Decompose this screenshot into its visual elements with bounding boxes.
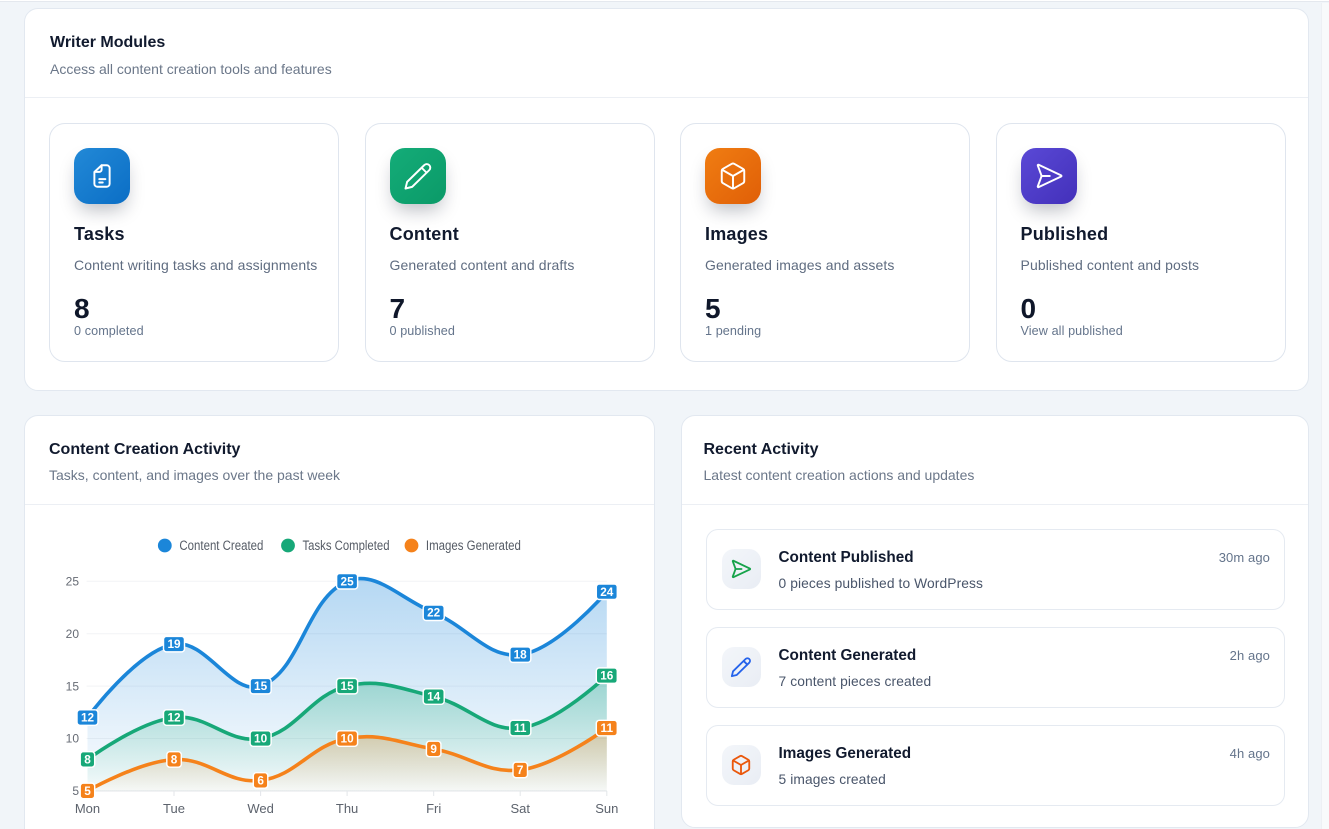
svg-text:16: 16 <box>600 669 614 683</box>
svg-text:Sun: Sun <box>595 801 618 816</box>
svg-text:8: 8 <box>171 753 178 767</box>
svg-text:11: 11 <box>601 721 614 735</box>
svg-text:10: 10 <box>66 732 80 746</box>
svg-text:19: 19 <box>167 637 181 651</box>
svg-text:10: 10 <box>254 732 268 746</box>
svg-text:Wed: Wed <box>247 801 274 816</box>
svg-text:Sat: Sat <box>510 801 530 816</box>
svg-text:Images Generated: Images Generated <box>426 538 521 553</box>
svg-text:14: 14 <box>427 690 441 704</box>
svg-text:10: 10 <box>341 732 355 746</box>
svg-text:18: 18 <box>514 648 528 662</box>
svg-text:12: 12 <box>167 711 181 725</box>
svg-text:Tasks Completed: Tasks Completed <box>303 538 390 553</box>
svg-text:24: 24 <box>600 585 614 599</box>
svg-text:7: 7 <box>517 763 524 777</box>
svg-text:Tue: Tue <box>163 801 185 816</box>
svg-text:5: 5 <box>84 784 91 798</box>
svg-text:11: 11 <box>514 721 527 735</box>
svg-text:5: 5 <box>72 784 79 798</box>
svg-text:8: 8 <box>84 753 91 767</box>
svg-text:9: 9 <box>430 742 437 756</box>
svg-text:25: 25 <box>66 575 80 589</box>
svg-text:Content Created: Content Created <box>179 538 263 553</box>
svg-text:15: 15 <box>66 679 80 693</box>
svg-text:25: 25 <box>341 574 355 588</box>
svg-text:15: 15 <box>254 679 268 693</box>
svg-text:22: 22 <box>427 606 441 620</box>
svg-text:Mon: Mon <box>75 801 100 816</box>
svg-text:6: 6 <box>257 773 264 787</box>
svg-text:Thu: Thu <box>336 801 358 816</box>
svg-text:12: 12 <box>81 711 95 725</box>
svg-text:20: 20 <box>66 627 80 641</box>
svg-text:Fri: Fri <box>426 801 441 816</box>
svg-text:15: 15 <box>341 679 355 693</box>
